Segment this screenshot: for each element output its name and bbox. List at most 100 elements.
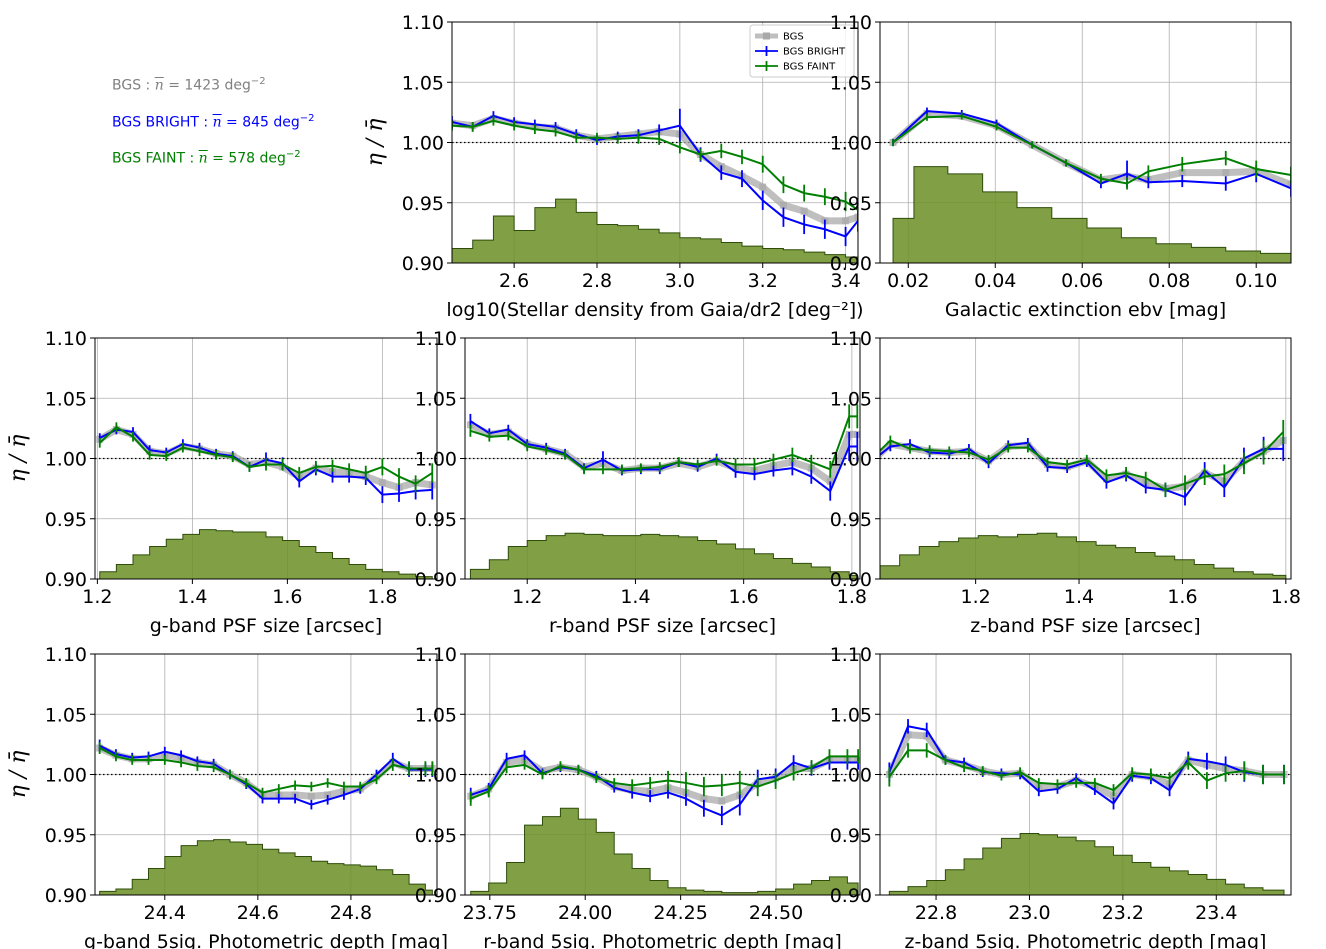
y-tick-label: 1.05 xyxy=(830,72,872,94)
legend-label: BGS FAINT xyxy=(783,62,836,73)
x-tick-label: 22.8 xyxy=(915,902,957,924)
stat-unit-exp: −2 xyxy=(299,113,315,124)
y-tick-label: 1.05 xyxy=(402,72,444,94)
y-tick-label: 0.95 xyxy=(830,193,872,215)
y-tick-label: 1.00 xyxy=(415,765,457,787)
chart-panel: 1.2 1.4 1.6 1.8 0.90 0.95 1.00 1.05 1.10 g-band P… xyxy=(6,328,438,637)
chart-panel: 1.2 1.4 1.6 1.8 0.90 0.95 1.00 1.05 1.10 r-band P… xyxy=(415,328,867,637)
data-point-bgs xyxy=(904,731,912,739)
data-point-bgs xyxy=(759,183,767,191)
chart-panel: 23.75 24.00 24.25 24.50 0.90 0.95 1.00 1.05 1.10… xyxy=(415,644,861,949)
x-axis-label: g-band PSF size [arcsec] xyxy=(150,615,382,637)
y-tick-label: 1.00 xyxy=(830,133,872,155)
data-point-bgs xyxy=(1178,169,1186,177)
stat-line-bgs: BGS : n = 1423 deg−2 xyxy=(112,76,266,94)
plot-area xyxy=(880,22,1291,263)
histogram xyxy=(99,839,433,895)
series-line-bgs xyxy=(468,421,858,485)
y-tick-label: 0.95 xyxy=(830,825,872,847)
x-tick-label: 3.0 xyxy=(665,270,695,292)
stat-value: = 578 deg xyxy=(207,150,286,167)
histogram xyxy=(888,833,1285,895)
x-tick-label: 24.25 xyxy=(653,902,707,924)
x-tick-label: 1.8 xyxy=(367,586,397,608)
y-tick-label: 1.10 xyxy=(415,328,457,350)
plot-area xyxy=(465,338,860,579)
histogram xyxy=(470,807,859,895)
histogram xyxy=(452,198,858,263)
series-line-bgs-faint xyxy=(99,747,433,794)
y-tick-label: 1.05 xyxy=(830,704,872,726)
y-tick-label: 0.90 xyxy=(830,569,872,591)
histogram xyxy=(880,532,1287,579)
stat-unit-exp: −2 xyxy=(285,149,301,160)
y-tick-label: 1.00 xyxy=(45,765,87,787)
x-tick-label: 1.2 xyxy=(512,586,542,608)
stat-value: = 1423 deg xyxy=(163,77,251,94)
data-point-bgs xyxy=(718,797,726,805)
y-tick-label: 1.00 xyxy=(830,449,872,471)
stat-prefix: BGS : xyxy=(112,77,155,94)
plot-area xyxy=(880,338,1291,579)
data-point-bgs xyxy=(307,792,315,800)
data-point-bgs xyxy=(800,207,808,215)
legend-label: BGS xyxy=(783,32,804,43)
y-tick-label: 1.05 xyxy=(415,388,457,410)
y-tick-label: 1.00 xyxy=(415,449,457,471)
x-axis-label: Galactic extinction ebv [mag] xyxy=(945,299,1226,321)
stat-value: = 845 deg xyxy=(221,114,300,131)
series-line-bgs-faint xyxy=(888,749,1284,792)
data-point-bgs xyxy=(779,201,787,209)
x-tick-label: 23.0 xyxy=(1008,902,1050,924)
legend-label: BGS BRIGHT xyxy=(783,47,846,58)
plot-area xyxy=(880,654,1291,895)
x-tick-label: 23.75 xyxy=(463,902,517,924)
plot-area xyxy=(95,654,437,895)
x-tick-label: 24.50 xyxy=(749,902,803,924)
y-tick-label: 1.05 xyxy=(45,704,87,726)
series-line-bgs-faint xyxy=(470,415,858,471)
series-line-bgs-bright xyxy=(880,441,1284,499)
chart-panel: 24.4 24.6 24.8 0.90 0.95 1.00 1.05 1.10 g-band 5… xyxy=(6,644,448,949)
x-tick-label: 1.6 xyxy=(1167,586,1197,608)
legend-marker-bgs xyxy=(763,32,770,40)
data-point-bgs xyxy=(700,795,708,803)
plot-area xyxy=(95,338,437,579)
y-tick-label: 1.05 xyxy=(45,388,87,410)
x-tick-label: 1.8 xyxy=(1271,586,1301,608)
y-tick-label: 0.95 xyxy=(830,509,872,531)
x-tick-label: 24.8 xyxy=(330,902,372,924)
x-tick-label: 1.8 xyxy=(837,586,867,608)
x-axis-label: log10(Stellar density from Gaia/dr2 [deg… xyxy=(446,299,863,321)
histogram xyxy=(99,529,433,579)
x-tick-label: 3.4 xyxy=(830,270,860,292)
y-tick-label: 0.95 xyxy=(415,509,457,531)
legend: BGS BGS BRIGHT BGS FAINT xyxy=(749,24,855,78)
stat-line-bgs-faint: BGS FAINT : n = 578 deg−2 xyxy=(112,149,301,167)
y-tick-label: 1.10 xyxy=(830,644,872,666)
x-tick-label: 0.10 xyxy=(1235,270,1277,292)
series-line-bgs xyxy=(98,744,433,800)
x-axis-label: r-band 5sig. Photometric depth [mag] xyxy=(483,931,842,949)
y-tick-label: 1.05 xyxy=(830,388,872,410)
stat-unit-exp: −2 xyxy=(250,76,266,87)
histogram xyxy=(469,532,858,579)
y-tick-label: 0.90 xyxy=(415,885,457,907)
chart-panel: 0.02 0.04 0.06 0.08 0.10 0.90 0.95 1.00 1.05 1.10… xyxy=(830,12,1292,321)
y-tick-label: 1.10 xyxy=(45,328,87,350)
y-tick-label: 0.90 xyxy=(402,253,444,275)
x-tick-label: 1.4 xyxy=(177,586,207,608)
x-tick-label: 1.2 xyxy=(82,586,112,608)
x-axis-label: g-band 5sig. Photometric depth [mag] xyxy=(84,931,448,949)
chart-panel: 1.2 1.4 1.6 1.80.900.951.001.051.10z-band P… xyxy=(830,328,1301,637)
y-tick-label: 0.95 xyxy=(415,825,457,847)
y-tick-label: 1.10 xyxy=(402,12,444,34)
data-point-bgs xyxy=(842,217,850,225)
y-tick-label: 1.00 xyxy=(402,133,444,155)
data-point-bgs xyxy=(1222,169,1230,177)
stat-prefix: BGS BRIGHT : xyxy=(112,114,213,131)
y-tick-label: 1.10 xyxy=(45,644,87,666)
x-tick-label: 1.4 xyxy=(1064,586,1094,608)
data-point-bgs xyxy=(854,213,858,221)
y-tick-label: 1.10 xyxy=(415,644,457,666)
